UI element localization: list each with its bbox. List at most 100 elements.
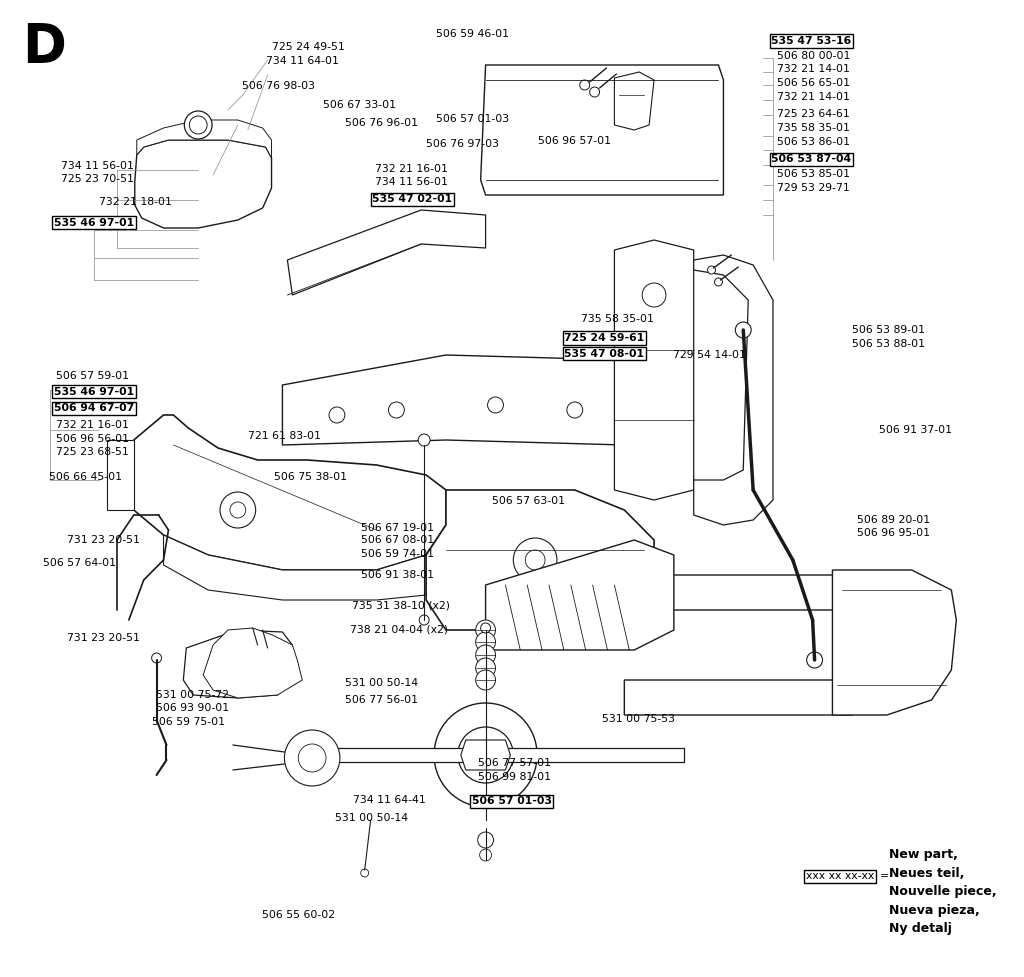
Text: 732 21 14-01: 732 21 14-01	[777, 64, 850, 74]
Ellipse shape	[642, 283, 666, 307]
Text: 506 57 63-01: 506 57 63-01	[493, 496, 565, 506]
Text: 506 57 01-03: 506 57 01-03	[472, 796, 552, 806]
Text: 735 31 38-10 (x2): 735 31 38-10 (x2)	[352, 601, 451, 611]
Ellipse shape	[220, 647, 256, 683]
Text: 506 57 64-01: 506 57 64-01	[43, 558, 116, 568]
Text: 531 00 75-53: 531 00 75-53	[602, 714, 675, 724]
Text: 506 53 86-01: 506 53 86-01	[777, 137, 850, 147]
Polygon shape	[183, 630, 292, 698]
Text: 506 67 08-01: 506 67 08-01	[361, 535, 434, 545]
Text: xxx xx xx-xx: xxx xx xx-xx	[806, 871, 874, 881]
Text: 506 77 56-01: 506 77 56-01	[345, 695, 418, 704]
Ellipse shape	[476, 645, 496, 665]
Text: 506 80 00-01: 506 80 00-01	[777, 51, 851, 61]
Text: 535 47 08-01: 535 47 08-01	[564, 349, 644, 359]
Ellipse shape	[513, 538, 557, 582]
Ellipse shape	[567, 402, 583, 418]
Text: 506 77 57-01: 506 77 57-01	[478, 758, 551, 768]
Polygon shape	[297, 748, 474, 762]
Polygon shape	[203, 628, 302, 698]
Text: 535 47 02-01: 535 47 02-01	[373, 194, 453, 204]
Polygon shape	[288, 210, 485, 295]
Ellipse shape	[477, 832, 494, 848]
Polygon shape	[614, 240, 693, 500]
Text: 732 21 18-01: 732 21 18-01	[99, 197, 172, 207]
Ellipse shape	[476, 658, 496, 678]
Text: 506 55 60-02: 506 55 60-02	[262, 911, 335, 920]
Text: 535 47 53-16: 535 47 53-16	[771, 36, 852, 46]
Text: 734 11 64-01: 734 11 64-01	[266, 56, 339, 65]
Ellipse shape	[476, 620, 496, 640]
Polygon shape	[833, 570, 956, 715]
Ellipse shape	[220, 492, 256, 528]
Text: 721 61 83-01: 721 61 83-01	[248, 431, 321, 441]
Text: 506 59 74-01: 506 59 74-01	[361, 549, 434, 559]
Polygon shape	[480, 65, 723, 195]
Text: 735 58 35-01: 735 58 35-01	[777, 123, 850, 133]
Ellipse shape	[590, 87, 600, 97]
Polygon shape	[461, 740, 510, 770]
Text: 506 99 81-01: 506 99 81-01	[478, 772, 551, 782]
Ellipse shape	[434, 703, 538, 807]
Ellipse shape	[476, 670, 496, 690]
Text: 506 53 88-01: 506 53 88-01	[852, 339, 926, 349]
Text: 729 54 14-01: 729 54 14-01	[673, 350, 745, 360]
Text: 725 23 70-51: 725 23 70-51	[60, 174, 134, 184]
Ellipse shape	[329, 407, 345, 423]
Text: 506 56 65-01: 506 56 65-01	[777, 78, 850, 88]
Text: 734 11 56-01: 734 11 56-01	[376, 177, 449, 187]
Text: 531 00 75-72: 531 00 75-72	[157, 690, 229, 700]
Polygon shape	[426, 490, 654, 630]
Text: 725 23 64-61: 725 23 64-61	[777, 109, 850, 119]
Text: 531 00 50-14: 531 00 50-14	[345, 678, 418, 688]
Text: 725 24 59-61: 725 24 59-61	[564, 333, 644, 343]
Ellipse shape	[708, 266, 716, 274]
Text: 506 76 97-03: 506 76 97-03	[426, 139, 500, 149]
Text: 732 21 14-01: 732 21 14-01	[777, 92, 850, 102]
Text: 506 59 46-01: 506 59 46-01	[436, 29, 509, 39]
Text: 738 21 04-04 (x2): 738 21 04-04 (x2)	[350, 624, 449, 634]
Text: 506 76 96-01: 506 76 96-01	[345, 118, 418, 128]
Text: 725 24 49-51: 725 24 49-51	[272, 42, 345, 52]
Text: 725 23 68-51: 725 23 68-51	[56, 447, 129, 457]
Text: 734 11 64-41: 734 11 64-41	[353, 795, 426, 805]
Text: 506 94 67-07: 506 94 67-07	[54, 404, 134, 413]
Ellipse shape	[476, 632, 496, 652]
Polygon shape	[108, 440, 134, 510]
Text: 731 23 20-51: 731 23 20-51	[67, 633, 140, 643]
Ellipse shape	[418, 434, 430, 446]
Polygon shape	[137, 120, 271, 158]
Polygon shape	[134, 415, 445, 570]
Text: 506 96 57-01: 506 96 57-01	[538, 136, 611, 146]
Text: 535 46 97-01: 535 46 97-01	[54, 387, 134, 397]
Ellipse shape	[807, 652, 822, 668]
Ellipse shape	[360, 869, 369, 877]
Ellipse shape	[735, 322, 752, 338]
Text: 506 76 98-03: 506 76 98-03	[242, 81, 314, 91]
Ellipse shape	[419, 615, 429, 625]
Text: 531 00 50-14: 531 00 50-14	[335, 813, 408, 823]
Polygon shape	[283, 355, 654, 445]
Text: 535 46 97-01: 535 46 97-01	[54, 218, 134, 228]
Ellipse shape	[152, 653, 162, 663]
Polygon shape	[135, 140, 271, 228]
Text: 506 67 19-01: 506 67 19-01	[361, 523, 434, 532]
Text: 734 11 56-01: 734 11 56-01	[60, 161, 134, 171]
Text: 506 53 89-01: 506 53 89-01	[852, 325, 926, 335]
Polygon shape	[191, 122, 205, 135]
Text: New part,
Neues teil,
Nouvelle piece,
Nueva pieza,
Ny detalj: New part, Neues teil, Nouvelle piece, Nu…	[889, 848, 996, 935]
Ellipse shape	[480, 623, 490, 633]
Polygon shape	[498, 748, 684, 762]
Text: 732 21 16-01: 732 21 16-01	[376, 164, 449, 174]
Ellipse shape	[487, 397, 504, 413]
Ellipse shape	[189, 116, 207, 134]
Text: 506 53 87-04: 506 53 87-04	[771, 154, 851, 164]
Polygon shape	[625, 575, 872, 715]
Polygon shape	[164, 535, 426, 600]
Text: 506 89 20-01: 506 89 20-01	[857, 515, 931, 525]
Text: 506 57 01-03: 506 57 01-03	[436, 114, 510, 124]
Text: 506 57 59-01: 506 57 59-01	[56, 371, 129, 381]
Ellipse shape	[458, 727, 513, 783]
Text: 506 91 37-01: 506 91 37-01	[879, 425, 951, 435]
Ellipse shape	[580, 80, 590, 90]
